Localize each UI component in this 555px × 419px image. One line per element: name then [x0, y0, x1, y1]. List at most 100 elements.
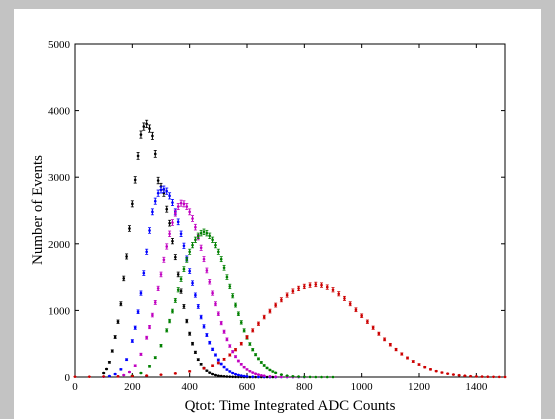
data-point — [239, 374, 243, 377]
data-point — [125, 253, 129, 260]
data-point — [242, 328, 246, 333]
data-point — [274, 375, 278, 378]
data-point — [130, 374, 134, 378]
data-point — [170, 219, 174, 226]
data-point — [285, 374, 289, 377]
data-point — [228, 344, 232, 348]
data-point — [139, 371, 143, 375]
data-point — [251, 348, 255, 352]
data-point — [474, 375, 478, 378]
data-point — [423, 365, 427, 369]
data-point — [236, 375, 240, 379]
data-point — [457, 373, 461, 377]
data-point — [331, 287, 335, 293]
data-point — [188, 370, 192, 373]
data-point — [130, 200, 134, 208]
data-point — [325, 375, 329, 379]
data-point — [417, 363, 421, 366]
data-point — [274, 302, 278, 308]
data-point — [225, 368, 229, 371]
data-point — [236, 359, 240, 363]
data-point — [182, 200, 186, 208]
data-point — [113, 372, 117, 376]
data-point — [193, 236, 197, 243]
y-tick-label: 3000 — [48, 172, 71, 184]
data-point — [87, 375, 91, 378]
data-point — [202, 324, 206, 329]
data-point — [165, 187, 169, 195]
data-point — [228, 375, 232, 378]
data-point — [156, 176, 160, 185]
data-point — [256, 373, 260, 376]
data-point — [107, 374, 111, 378]
data-point — [205, 369, 209, 372]
x-tick-label: 600 — [239, 381, 256, 393]
data-markers — [73, 119, 507, 379]
data-point — [102, 375, 106, 378]
data-point — [216, 248, 220, 255]
data-point — [208, 232, 212, 239]
data-point — [268, 375, 272, 378]
data-point — [486, 375, 490, 379]
data-point — [185, 256, 189, 263]
data-point — [388, 342, 392, 347]
axis-ticks: 0 200 400 600 800 1000 1200 1400 0 1000 2000 3000 40… — [48, 39, 505, 393]
data-point — [271, 370, 275, 373]
data-point — [191, 215, 195, 222]
x-tick-label: 400 — [181, 381, 198, 393]
data-point — [314, 281, 318, 288]
data-point — [251, 328, 255, 333]
data-point — [228, 370, 232, 373]
data-point — [497, 375, 501, 379]
data-point — [113, 335, 117, 339]
data-point — [271, 375, 275, 379]
x-tick-label: 800 — [296, 381, 313, 393]
data-point — [320, 375, 324, 379]
data-point — [191, 242, 195, 249]
data-point — [216, 361, 220, 365]
data-point — [254, 353, 258, 357]
data-point — [365, 319, 369, 324]
data-point — [236, 311, 240, 316]
series-5 — [73, 281, 507, 379]
y-tick-label: 1000 — [48, 305, 71, 317]
data-point — [127, 370, 131, 374]
data-point — [173, 254, 177, 261]
data-point — [142, 122, 146, 131]
data-point — [202, 367, 206, 370]
data-point — [168, 192, 172, 200]
data-point — [176, 218, 180, 226]
data-point — [156, 189, 160, 197]
data-point — [234, 375, 238, 379]
data-point — [165, 205, 169, 213]
data-point — [428, 368, 432, 371]
data-point — [308, 282, 312, 288]
data-point — [168, 219, 172, 227]
data-point — [360, 313, 364, 318]
data-point — [208, 340, 212, 345]
data-point — [216, 374, 220, 377]
data-point — [102, 371, 106, 375]
data-point — [159, 271, 163, 278]
data-point — [150, 208, 154, 216]
data-point — [325, 284, 329, 290]
data-point — [145, 119, 149, 129]
x-tick-label: 0 — [72, 381, 78, 393]
data-point — [213, 353, 217, 357]
data-point — [139, 290, 143, 296]
data-point — [168, 318, 172, 324]
data-point — [231, 371, 235, 375]
data-point — [179, 230, 183, 237]
data-point — [234, 302, 238, 308]
data-point — [205, 229, 209, 237]
data-point — [170, 308, 174, 314]
data-point — [173, 372, 177, 375]
data-point — [251, 371, 255, 374]
y-tick-label: 4000 — [48, 106, 71, 118]
data-point — [371, 325, 375, 330]
data-point — [179, 276, 183, 282]
data-point — [219, 256, 223, 263]
data-point — [225, 375, 229, 378]
data-point — [354, 307, 358, 313]
